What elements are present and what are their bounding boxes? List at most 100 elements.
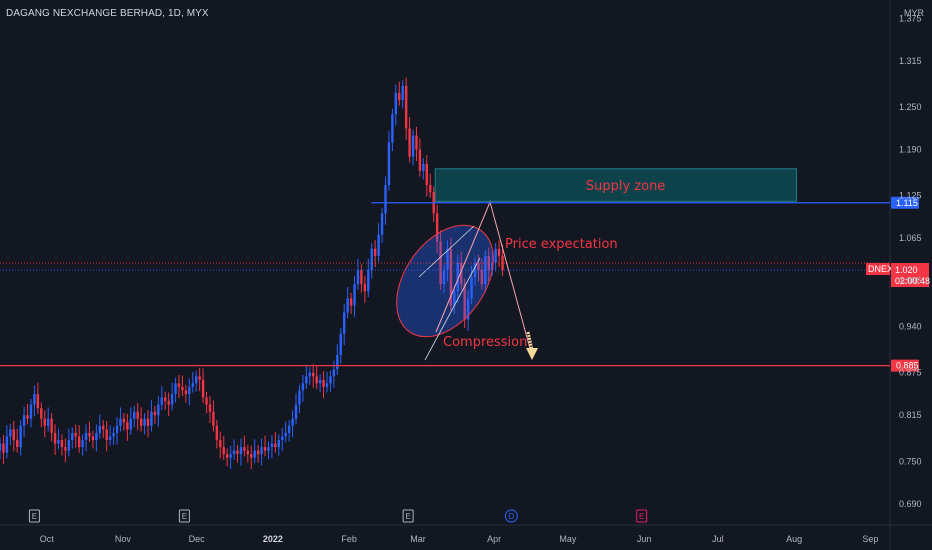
candle-body bbox=[74, 432, 77, 437]
candle-body bbox=[53, 432, 57, 444]
candle-body bbox=[19, 425, 22, 448]
candle-body bbox=[77, 436, 81, 448]
earnings-marker bbox=[178, 509, 190, 523]
candle-body bbox=[215, 425, 219, 441]
candle-body bbox=[277, 440, 281, 448]
candle-body bbox=[487, 255, 490, 271]
candle-body bbox=[16, 440, 19, 448]
symbol-badge bbox=[866, 263, 890, 276]
candle-body bbox=[342, 312, 346, 334]
candle-body bbox=[29, 404, 33, 419]
price-expectation-label: Price expectation bbox=[505, 237, 618, 252]
candle-body bbox=[91, 436, 95, 441]
candle-body bbox=[232, 450, 236, 455]
candle-body bbox=[201, 379, 205, 398]
candle-body bbox=[40, 408, 43, 419]
candle-body bbox=[281, 436, 284, 441]
candle-body bbox=[212, 411, 215, 426]
candle-body bbox=[191, 383, 194, 387]
event-marker-letter: E bbox=[405, 512, 410, 521]
candle-body bbox=[12, 429, 15, 441]
candle-body bbox=[332, 369, 336, 377]
candle-body bbox=[95, 432, 98, 441]
candle-body bbox=[394, 92, 398, 115]
candle-body bbox=[477, 262, 480, 271]
time-tick-label: Nov bbox=[115, 534, 132, 544]
candle-body bbox=[150, 411, 153, 426]
dividend-marker bbox=[504, 509, 518, 523]
candle-body bbox=[384, 185, 387, 214]
candle-body bbox=[398, 92, 401, 101]
candle-body bbox=[177, 383, 181, 387]
price-tick-label: 1.375 bbox=[899, 14, 922, 24]
candle-body bbox=[291, 418, 294, 426]
price-expectation-path bbox=[435, 200, 533, 357]
candle-body bbox=[418, 149, 422, 171]
candle-body bbox=[373, 248, 377, 256]
candle-body bbox=[318, 379, 322, 384]
candle-body bbox=[422, 163, 425, 171]
candle-body bbox=[367, 270, 370, 292]
candle-body bbox=[339, 333, 342, 356]
candle-body bbox=[160, 397, 163, 405]
candle-body bbox=[81, 440, 84, 448]
candle-body bbox=[239, 447, 243, 455]
candle-body bbox=[353, 284, 356, 306]
candle-body bbox=[0, 443, 2, 451]
candle-body bbox=[370, 248, 373, 271]
price-tick-label: 1.005 bbox=[899, 276, 922, 286]
candle-body bbox=[260, 447, 263, 455]
time-axis: Oct Nov Dec 2022 Feb Mar Apr May Jun Jul Aug Sep bbox=[40, 534, 879, 544]
candle-body bbox=[198, 376, 201, 380]
time-tick-label: Oct bbox=[40, 534, 55, 544]
candle-body bbox=[380, 213, 384, 235]
candle-body bbox=[88, 432, 91, 437]
time-tick-label: 2022 bbox=[263, 534, 283, 544]
candle-body bbox=[167, 401, 170, 405]
candle-body bbox=[263, 447, 267, 451]
candle-body bbox=[491, 262, 494, 271]
time-tick-label: Jul bbox=[712, 534, 724, 544]
price-tick-label: 1.250 bbox=[899, 102, 922, 112]
candle-body bbox=[256, 450, 260, 455]
candle-body bbox=[194, 376, 198, 384]
candle-body bbox=[184, 390, 188, 394]
candle-body bbox=[377, 234, 380, 256]
compression-ellipse bbox=[396, 224, 494, 338]
drawings: Price expectation Compression bbox=[396, 200, 618, 361]
event-marker-letter: E bbox=[182, 512, 187, 521]
candle-body bbox=[71, 432, 74, 441]
arrow-shaft bbox=[526, 331, 534, 351]
candle-body bbox=[360, 270, 363, 285]
candle-body bbox=[181, 386, 184, 391]
candle-body bbox=[33, 393, 36, 405]
candle-body bbox=[208, 404, 212, 412]
candle-body bbox=[122, 418, 126, 423]
candle-body bbox=[387, 142, 391, 186]
candle-body bbox=[2, 443, 5, 453]
candle-body bbox=[456, 262, 459, 292]
candle-body bbox=[463, 284, 466, 320]
symbol-label: DNEX bbox=[868, 264, 893, 274]
supply-zone-box bbox=[434, 168, 798, 202]
candle-body bbox=[105, 429, 108, 441]
candle-body bbox=[305, 376, 308, 384]
candle-body bbox=[243, 447, 246, 451]
candle-body bbox=[346, 298, 349, 313]
countdown: 02:00:48 bbox=[895, 276, 930, 286]
time-tick-label: Mar bbox=[410, 534, 426, 544]
candle-body bbox=[501, 255, 504, 271]
price-tick-label: 0.815 bbox=[899, 410, 922, 420]
candle-body bbox=[356, 270, 360, 285]
candle-body bbox=[219, 440, 222, 448]
time-tick-label: Jun bbox=[637, 534, 652, 544]
last-price-badge bbox=[891, 263, 929, 288]
candle-body bbox=[143, 418, 146, 426]
candle-body bbox=[267, 447, 270, 451]
candle-body bbox=[98, 425, 102, 433]
time-tick-label: Sep bbox=[862, 534, 878, 544]
price-tick-label: 0.940 bbox=[899, 322, 922, 332]
currency-label[interactable]: MYR bbox=[904, 8, 924, 18]
